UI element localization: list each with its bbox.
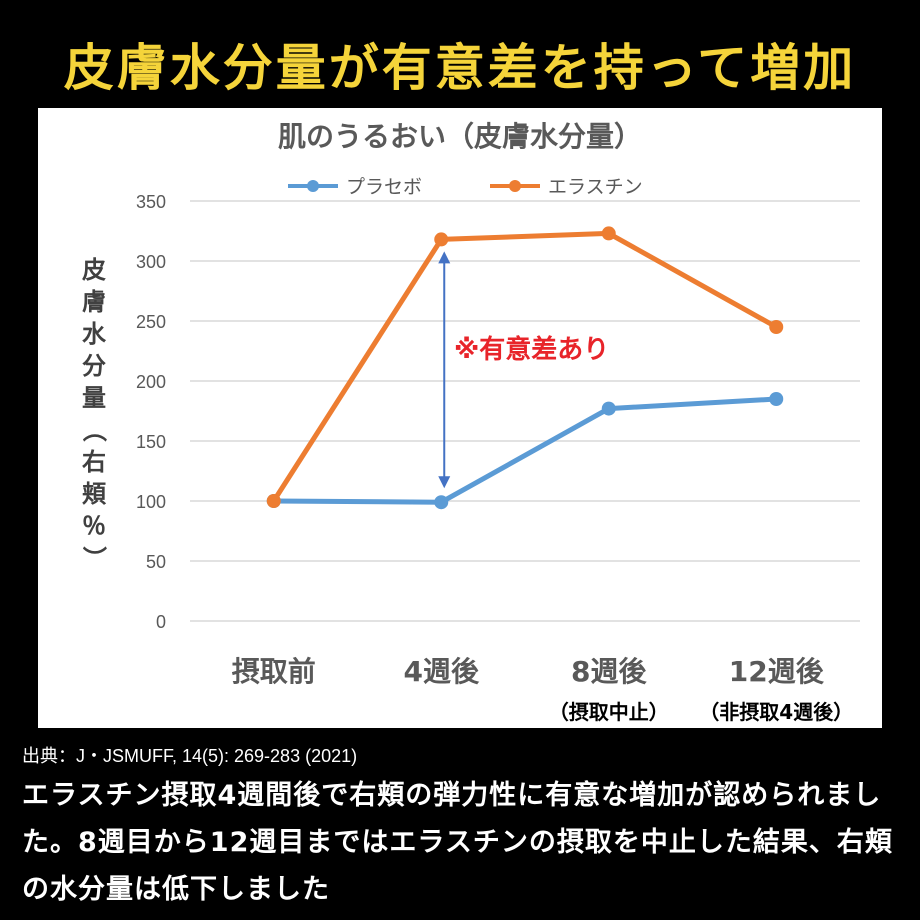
data-point-s1-3 — [601, 401, 616, 416]
y-axis-label-char-7: 右 — [82, 448, 106, 476]
y-tick-label-300: 300 — [136, 252, 166, 272]
y-axis-label-char-4: 分 — [82, 352, 106, 380]
line-chart: 肌のうるおい（皮膚水分量） プラセボ エラスチン 0 50 100 150 200 250 300… — [80, 120, 860, 724]
legend-label-2: エラスチン — [548, 176, 643, 198]
y-tick-label-100: 100 — [136, 492, 166, 512]
significance-annotation: ※有意差あり — [454, 334, 609, 365]
y-axis-label-char-6: （ — [80, 418, 108, 442]
y-tick-label-0: 0 — [156, 612, 166, 632]
x-category-label-4: 12週後 — [729, 655, 825, 688]
y-axis-label-char-2: 膚 — [82, 288, 106, 316]
x-category-label-1: 摂取前 — [232, 655, 316, 688]
y-tick-label-250: 250 — [136, 312, 166, 332]
x-category-label-3: 8週後 — [571, 655, 647, 688]
source-citation: 出典：J・JSMUFF, 14(5): 269-283 (2021) — [22, 746, 358, 766]
significance-arrow-head-up — [438, 251, 451, 264]
y-axis-label-char-3: 水 — [82, 320, 107, 348]
x-category-sublabel-4: （非摂取4週後） — [699, 700, 853, 724]
chart-title: 肌のうるおい（皮膚水分量） — [278, 120, 642, 153]
y-axis-label-char-5: 量 — [82, 384, 106, 412]
y-tick-label-350: 350 — [136, 192, 166, 212]
data-point-s2-1 — [266, 494, 281, 508]
headline: 皮膚水分量が有意差を持って増加 — [63, 39, 857, 97]
data-point-s2-4 — [769, 320, 784, 334]
y-tick-label-50: 50 — [146, 552, 166, 572]
legend-marker-2 — [509, 180, 521, 192]
y-axis-label-char-1: 皮 — [82, 256, 106, 284]
data-point-s2-3 — [601, 226, 616, 241]
x-category-sublabel-3: （摂取中止） — [549, 700, 669, 724]
legend-label-1: プラセボ — [346, 176, 422, 198]
y-tick-label-150: 150 — [136, 432, 166, 452]
y-axis-label-char-8: 頬 — [82, 480, 107, 508]
legend-marker-1 — [307, 180, 319, 192]
series-line-2 — [271, 230, 778, 503]
y-axis-label-char-9: ％ — [82, 512, 106, 540]
y-axis-label-char-10: ） — [80, 546, 108, 570]
data-point-s1-2 — [434, 495, 449, 510]
x-category-label-2: 4週後 — [404, 655, 480, 688]
data-point-s2-2 — [434, 232, 449, 247]
data-point-s1-4 — [769, 392, 784, 406]
chart-panel: 肌のうるおい（皮膚水分量） プラセボ エラスチン 0 50 100 150 200 250 300… — [38, 108, 882, 728]
series-line-1 — [273, 396, 777, 505]
description-text: エラスチン摂取4週間後で右頬の弾力性に有意な増加が認められました。8週目から12… — [22, 780, 893, 905]
significance-arrow-head-down — [438, 476, 451, 489]
y-tick-label-200: 200 — [136, 372, 166, 392]
